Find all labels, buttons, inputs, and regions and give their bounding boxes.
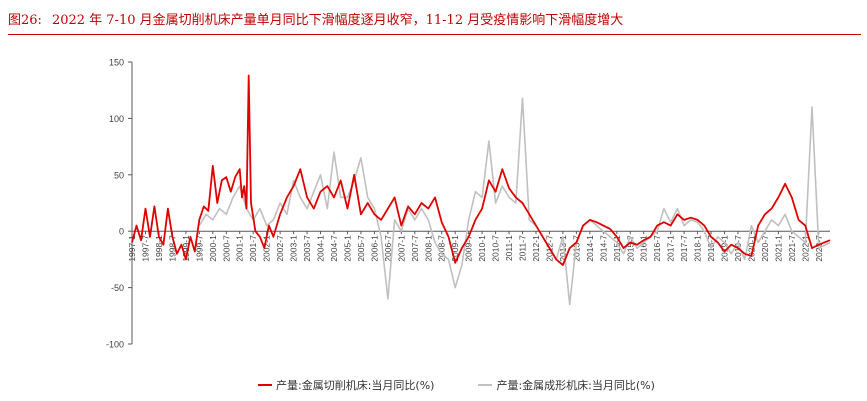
legend-swatch-forming [478, 384, 493, 386]
legend-label-cutting: 产量:金属切削机床:当月同比(%) [276, 379, 435, 392]
y-tick-label: 0 [119, 227, 124, 237]
x-tick-label: 2015-1 [612, 235, 622, 262]
x-tick-label: 2022-1 [800, 235, 810, 262]
x-tick-label: 2012-1 [531, 235, 541, 262]
x-tick-label: 2011-1 [504, 235, 514, 261]
x-tick-label: 2018-1 [693, 235, 703, 262]
x-tick-label: 1999-7 [194, 235, 204, 262]
x-tick-label: 2006-7 [383, 235, 393, 262]
figure-title: 图26: 2022 年 7-10 月金属切削机床产量单月同比下滑幅度逐月收窄，11… [8, 9, 623, 28]
series-line-forming [198, 97, 831, 306]
legend-item-cutting: 产量:金属切削机床:当月同比(%) [258, 377, 434, 393]
x-tick-label: 2010-7 [491, 235, 501, 262]
x-tick-label: 2013-1 [558, 235, 568, 262]
x-tick-label: 1998-7 [167, 235, 177, 262]
figure-title-text: 2022 年 7-10 月金属切削机床产量单月同比下滑幅度逐月收窄，11-12 … [51, 13, 624, 28]
y-tick-label: 150 [109, 58, 124, 68]
legend-item-forming: 产量:金属成形机床:当月同比(%) [478, 377, 655, 393]
y-tick-label: -50 [111, 283, 124, 293]
x-tick-label: 2007-1 [396, 235, 406, 262]
x-tick-label: 2009-1 [450, 235, 460, 262]
x-tick-label: 2002-1 [262, 235, 272, 262]
x-tick-label: 1999-1 [181, 235, 191, 262]
x-tick-label: 2021-1 [773, 235, 783, 262]
x-tick-label: 2021-7 [787, 235, 797, 262]
y-tick-label: 100 [109, 114, 124, 124]
y-tick-label: -100 [106, 340, 124, 350]
x-tick-label: 2004-7 [329, 235, 339, 262]
x-tick-label: 1997-7 [140, 235, 150, 262]
x-tick-label: 2017-7 [679, 235, 689, 262]
x-tick-label: 2002-7 [275, 235, 285, 262]
x-tick-label: 2017-1 [666, 235, 676, 262]
x-tick-label: 2015-7 [625, 235, 635, 262]
x-tick-label: 1998-1 [154, 235, 164, 262]
x-tick-label: 2001-7 [248, 235, 258, 262]
x-tick-label: 2008-1 [423, 235, 433, 262]
x-tick-label: 2003-1 [289, 235, 299, 262]
x-tick-label: 2014-7 [598, 235, 608, 262]
x-tick-label: 2016-7 [652, 235, 662, 262]
series-line-cutting [131, 74, 831, 266]
x-tick-label: 1997-1 [127, 235, 137, 262]
x-tick-label: 2005-1 [342, 235, 352, 262]
x-tick-label: 2011-7 [518, 235, 528, 261]
x-tick-label: 2005-7 [356, 235, 366, 262]
x-tick-label: 2007-7 [410, 235, 420, 262]
x-tick-label: 2001-1 [235, 235, 245, 262]
x-tick-label: 2020-7 [760, 235, 770, 262]
x-tick-label: 2019-1 [720, 235, 730, 262]
title-rule [8, 34, 861, 35]
x-tick-label: 2000-1 [208, 235, 218, 262]
legend-label-forming: 产量:金属成形机床:当月同比(%) [496, 379, 655, 392]
x-tick-label: 2016-1 [639, 235, 649, 262]
x-tick-label: 2000-7 [221, 235, 231, 262]
x-tick-label: 2009-7 [464, 235, 474, 262]
legend-swatch-cutting [258, 384, 272, 386]
y-tick-label: 50 [114, 170, 124, 180]
x-tick-label: 2003-7 [302, 235, 312, 262]
x-tick-label: 2014-1 [585, 235, 595, 262]
x-tick-label: 2004-1 [316, 235, 326, 262]
figure-number: 图26: [8, 13, 42, 28]
x-tick-label: 2008-7 [437, 235, 447, 262]
x-tick-label: 2006-1 [369, 235, 379, 262]
x-tick-label: 2020-1 [746, 235, 756, 262]
x-tick-label: 2010-1 [477, 235, 487, 262]
legend: 产量:金属切削机床:当月同比(%) 产量:金属成形机床:当月同比(%) [258, 377, 655, 393]
